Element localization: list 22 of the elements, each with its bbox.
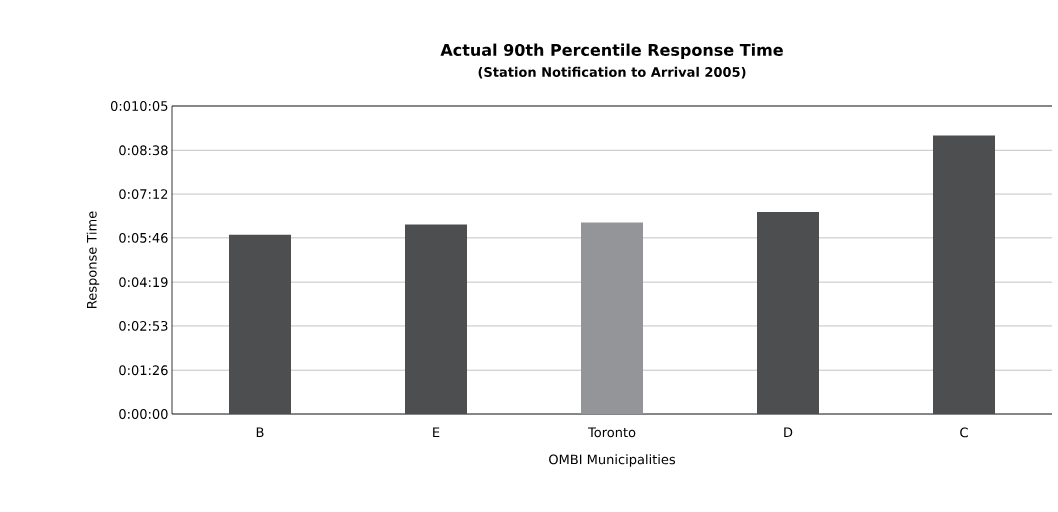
chart-subtitle: (Station Notification to Arrival 2005) <box>478 66 746 79</box>
bar <box>229 234 291 414</box>
y-axis-title: Response Time <box>86 211 100 308</box>
y-tick-label: 0:04:19 <box>119 277 168 288</box>
x-axis-title: OMBI Municipalities <box>549 454 676 467</box>
y-tick-label: 0:02:53 <box>119 321 168 331</box>
x-tick-label: D <box>784 427 793 438</box>
bar <box>757 211 819 414</box>
y-tick-label: 0:00:00 <box>119 409 168 419</box>
y-tick-label: 0:01:26 <box>119 365 168 376</box>
x-tick-label: E <box>433 427 440 438</box>
x-tick-label: Toronto <box>587 427 636 438</box>
bar <box>933 135 996 414</box>
y-tick-label: 0:05:46 <box>119 232 168 243</box>
bar <box>581 222 643 414</box>
y-tick-label: 0:08:38 <box>119 145 168 156</box>
x-tick-label: B <box>256 427 264 438</box>
x-tick-label: C <box>960 427 968 438</box>
chart-title: Actual 90th Percentile Response Time <box>440 43 783 60</box>
y-tick-label: 0:07:12 <box>119 189 168 199</box>
bar <box>405 224 467 414</box>
y-tick-label: 0:010:05 <box>110 101 168 111</box>
